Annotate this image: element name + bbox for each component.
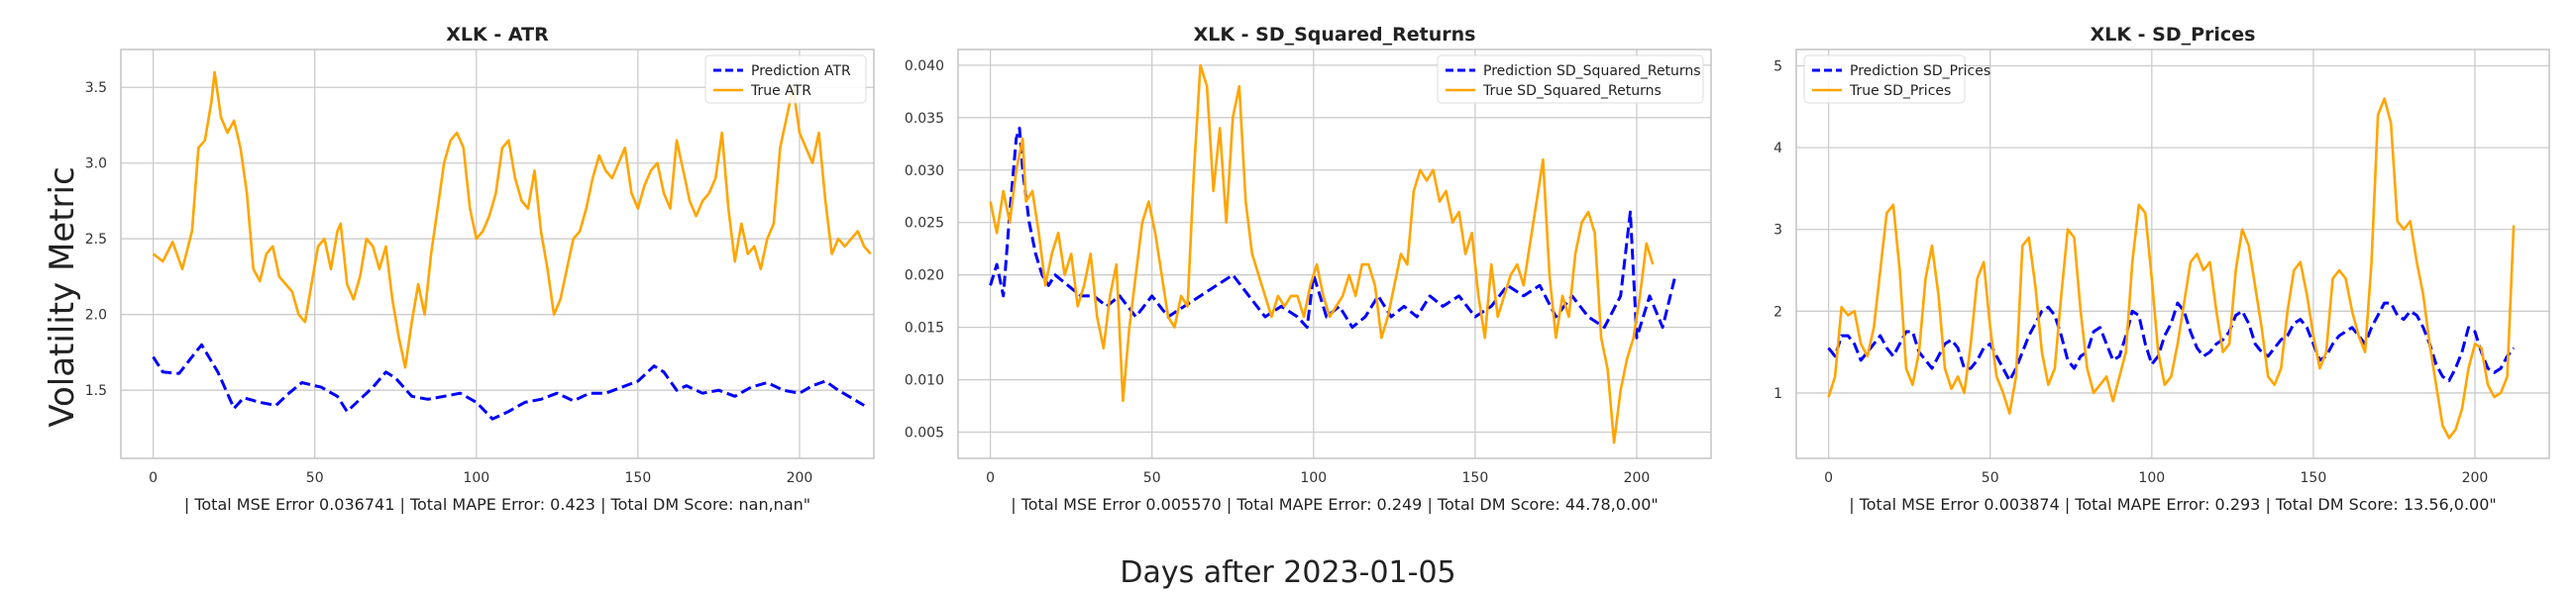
x-tick-label: 100 — [1300, 470, 1327, 486]
x-tick-label: 150 — [2301, 470, 2327, 486]
x-tick-label: 0 — [1824, 470, 1833, 486]
x-tick-label: 100 — [2138, 470, 2165, 486]
y-tick-label: 1 — [1773, 386, 1782, 402]
panel-footer: | Total MSE Error 0.003874 | Total MAPE … — [1849, 495, 2497, 514]
y-tick-label: 0.015 — [905, 321, 944, 337]
y-tick-label: 5 — [1773, 59, 1782, 75]
legend-label: Prediction SD_Squared_Returns — [1483, 63, 1701, 79]
panel-footer: | Total MSE Error 0.036741 | Total MAPE … — [184, 495, 810, 514]
panel-title: XLK - ATR — [446, 24, 549, 46]
legend-label: True SD_Prices — [1849, 83, 1951, 99]
y-tick-label: 2.0 — [85, 308, 107, 324]
y-tick-label: 0.020 — [905, 268, 944, 284]
y-tick-label: 3.0 — [85, 156, 107, 172]
x-tick-label: 200 — [2462, 470, 2489, 486]
x-tick-label: 150 — [1462, 470, 1489, 486]
x-tick-label: 50 — [306, 470, 324, 486]
panel-title: XLK - SD_Prices — [2091, 24, 2256, 46]
legend-label: True ATR — [750, 83, 811, 99]
y-tick-label: 4 — [1773, 141, 1782, 156]
chart-panel-atr: 0 50 100 150 200 1.5 2.0 2.5 3.0 3.5 XLK - ATR | To… — [85, 24, 875, 514]
panel-title: XLK - SD_Squared_Returns — [1194, 24, 1476, 46]
plot-frame — [120, 49, 875, 459]
y-tick-label: 2 — [1773, 304, 1782, 320]
y-tick-label: 0.035 — [905, 111, 944, 127]
prediction-series-line — [1827, 301, 2516, 382]
prediction-series-line — [989, 126, 1677, 340]
figure-xlabel: Days after 2023-01-05 — [1120, 555, 1455, 590]
legend-label: Prediction SD_Prices — [1850, 63, 1990, 79]
chart-panel-sd-prices: 0 50 100 150 200 1 2 3 4 5 XLK - SD_Prices | Total … — [1773, 24, 2550, 514]
legend: Prediction ATR True ATR — [704, 54, 867, 104]
x-tick-label: 0 — [149, 470, 158, 486]
y-tick-label: 2.5 — [85, 232, 107, 248]
x-tick-label: 200 — [787, 470, 813, 486]
chart-panel-sd-squared-returns: 0 50 100 150 200 0.005 0.010 0.015 0.020 0.025 0.0… — [905, 24, 1712, 514]
legend-label: Prediction ATR — [751, 63, 851, 79]
y-tick-label: 3 — [1773, 223, 1782, 239]
y-tick-label: 0.010 — [905, 373, 944, 389]
plot-frame — [957, 49, 1712, 459]
x-tick-label: 50 — [1143, 470, 1161, 486]
legend-box — [1803, 54, 1966, 104]
true-series-line — [989, 63, 1655, 445]
legend-label: True SD_Squared_Returns — [1482, 83, 1662, 99]
plot-frame — [1795, 49, 2550, 459]
figure-ylabel: Volatility Metric — [43, 166, 82, 427]
legend-box — [1437, 54, 1704, 104]
x-tick-label: 150 — [625, 470, 652, 486]
prediction-series-line — [152, 343, 865, 421]
legend: Prediction SD_Prices True SD_Prices — [1803, 54, 1990, 104]
x-tick-label: 50 — [1982, 470, 1999, 486]
x-tick-label: 200 — [1624, 470, 1651, 486]
y-tick-label: 0.005 — [905, 426, 944, 442]
x-tick-label: 100 — [463, 470, 489, 486]
y-tick-label: 0.025 — [905, 216, 944, 232]
y-tick-label: 3.5 — [85, 80, 107, 96]
true-series-line — [152, 70, 872, 369]
y-tick-label: 1.5 — [85, 383, 107, 399]
x-tick-label: 0 — [986, 470, 995, 486]
legend: Prediction SD_Squared_Returns True SD_Squ… — [1437, 54, 1704, 104]
legend-box — [704, 54, 867, 104]
true-series-line — [1827, 97, 2516, 440]
panel-footer: | Total MSE Error 0.005570 | Total MAPE … — [1011, 495, 1659, 514]
y-tick-label: 0.030 — [905, 163, 944, 179]
y-tick-label: 0.040 — [905, 58, 944, 74]
